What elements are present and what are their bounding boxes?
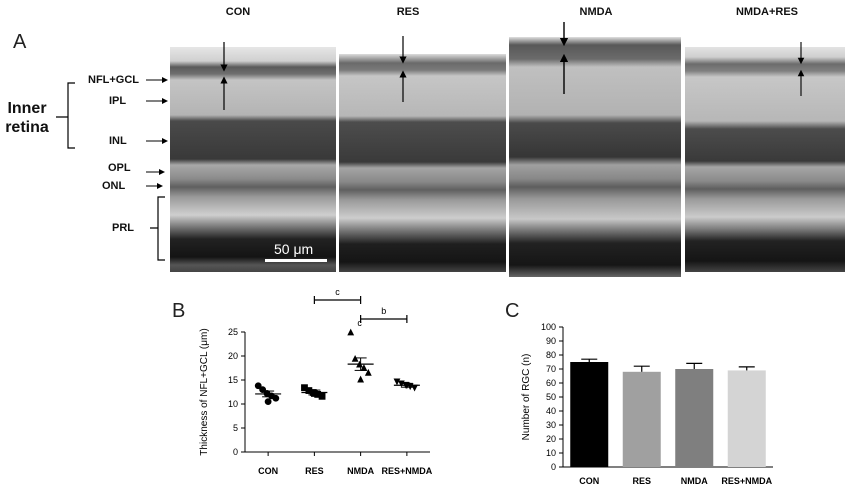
data-point-triangle-up — [360, 364, 368, 371]
retina-micrograph-con: 50 μm — [170, 47, 336, 272]
significance-point-label-c: c — [357, 318, 362, 328]
bar — [675, 369, 714, 467]
x-tick-label: CON — [579, 476, 599, 486]
data-point-triangle-down — [393, 378, 401, 386]
panel-a-letter: A — [13, 31, 27, 53]
y-tick-label: 10 — [228, 399, 238, 409]
data-point-triangle-up — [364, 368, 372, 376]
layer-label-onl: ONL — [102, 180, 126, 192]
column-title-con: CON — [225, 6, 251, 18]
retina-micrograph-res — [339, 54, 506, 272]
layer-label-arrows — [146, 77, 168, 189]
data-point-triangle-up — [357, 375, 365, 383]
y-axis-label: Thickness of NFL+GCL (μm) — [199, 328, 210, 455]
data-point-triangle-down — [411, 384, 418, 392]
column-title-nmda-res: NMDA+RES — [735, 6, 799, 18]
y-tick-label: 70 — [546, 364, 556, 374]
y-tick-label: 40 — [546, 406, 556, 416]
x-tick-label: RES — [632, 476, 651, 486]
x-tick-label: RES+NMDA — [721, 476, 772, 486]
layer-label-opl: OPL — [108, 162, 131, 174]
rgc-number-chart: 0 10 20 30 40 50 60 70 80 90 100 CON RES NMDA RES+NMDA… — [521, 322, 773, 486]
data-point-square — [301, 384, 308, 392]
y-tick-label: 20 — [228, 351, 238, 361]
retina-micrograph-nmda — [509, 37, 681, 277]
significance-label-c: c — [335, 287, 340, 297]
y-tick-label: 20 — [546, 434, 556, 444]
inner-retina-label: Inner retina — [5, 100, 49, 136]
y-tick-label: 90 — [546, 336, 556, 346]
column-title-nmda: NMDA — [579, 6, 613, 18]
x-tick-label: NMDA — [681, 476, 708, 486]
inner-retina-bracket — [56, 82, 75, 149]
prl-bracket — [150, 196, 165, 261]
y-tick-label: 10 — [546, 448, 556, 458]
data-point-circle — [254, 382, 262, 390]
y-tick-label: 25 — [228, 327, 238, 337]
bar — [570, 362, 609, 467]
y-tick-label: 60 — [546, 378, 556, 388]
data-point-triangle-up — [347, 328, 355, 336]
scale-bar-label: 50 μm — [274, 241, 314, 257]
y-tick-label: 50 — [546, 392, 556, 402]
column-title-res: RES — [396, 6, 420, 18]
x-tick-label: RES+NMDA — [381, 466, 432, 476]
panel-c-letter: C — [505, 300, 520, 322]
bar — [727, 370, 766, 467]
panel-b-letter: B — [172, 300, 186, 322]
y-tick-label: 15 — [228, 375, 238, 385]
layer-label-nfl-gcl: NFL+GCL — [88, 74, 140, 86]
layer-label-inl: INL — [109, 135, 127, 147]
y-tick-label: 80 — [546, 350, 556, 360]
x-tick-label: NMDA — [347, 466, 374, 476]
layer-label-prl: PRL — [112, 222, 134, 234]
significance-bracket-nmda-resnmda — [360, 315, 408, 323]
data-point-square — [318, 392, 326, 400]
y-tick-label: 0 — [551, 462, 556, 472]
y-tick-label: 5 — [233, 423, 238, 433]
retina-micrograph-nmda-res — [685, 47, 845, 272]
data-point-circle — [272, 394, 280, 402]
scale-bar-line — [265, 259, 327, 262]
bar — [622, 371, 661, 467]
y-tick-label: 100 — [541, 322, 556, 332]
y-tick-label: 0 — [233, 447, 238, 457]
layer-label-ipl: IPL — [109, 95, 127, 107]
significance-label-b: b — [381, 306, 386, 316]
y-axis-label: Number of RGC (n) — [521, 354, 532, 441]
significance-bracket-res-nmda — [313, 296, 362, 304]
x-tick-label: CON — [258, 466, 278, 476]
y-tick-label: 30 — [546, 420, 556, 430]
data-point-circle — [264, 398, 272, 405]
nfl-gcl-thickness-chart: 0 5 10 15 20 25 CON RES NMDA RES+NMDA Thickness of… — [199, 287, 433, 476]
x-tick-label: RES — [305, 466, 324, 476]
